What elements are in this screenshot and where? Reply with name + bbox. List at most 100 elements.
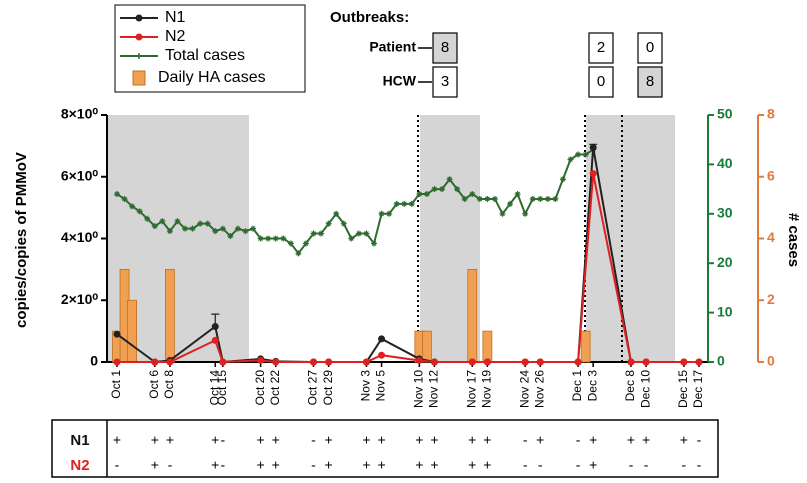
star-marker — [318, 230, 325, 237]
point — [521, 358, 529, 366]
star-marker — [295, 250, 302, 257]
legend-label: Daily HA cases — [158, 69, 266, 86]
table-sign: + — [468, 457, 476, 473]
y-tick-label: 6×10⁰ — [61, 167, 99, 183]
x-tick-label: Oct 22 — [268, 370, 282, 406]
table-sign: + — [211, 457, 219, 473]
star-marker — [136, 208, 143, 215]
x-tick-label: Dec 10 — [638, 370, 652, 408]
table-sign: + — [589, 432, 597, 448]
table-sign: + — [468, 432, 476, 448]
outbreak-box — [588, 66, 614, 98]
outbreak-box — [588, 32, 614, 64]
table-sign: + — [415, 457, 423, 473]
table-sign: - — [311, 457, 316, 473]
table-sign: + — [415, 432, 423, 448]
star-marker — [204, 220, 211, 227]
table-row-label: N1 — [70, 432, 89, 449]
x-tick-label: Nov 5 — [374, 370, 388, 402]
x-tick-label: Dec 1 — [570, 370, 584, 402]
table-sign: - — [220, 457, 225, 473]
table-sign: + — [325, 432, 333, 448]
table-sign: + — [325, 457, 333, 473]
star-marker — [340, 220, 347, 227]
x-tick-label: Dec 17 — [691, 370, 705, 408]
outbreak-value: 8 — [441, 39, 449, 56]
star-marker — [159, 218, 166, 225]
star-marker — [250, 225, 257, 232]
legend-box — [114, 4, 306, 93]
star-marker — [507, 200, 514, 207]
point — [310, 358, 318, 366]
star-marker — [114, 191, 120, 198]
star-marker — [257, 235, 264, 242]
star-marker — [476, 195, 483, 202]
star-marker — [567, 156, 574, 163]
x-tick-label: Oct 8 — [162, 370, 176, 399]
star-marker — [544, 195, 551, 202]
x-tick-label: Oct 29 — [321, 370, 335, 406]
star-marker — [242, 228, 249, 235]
point — [272, 358, 280, 366]
table-sign: + — [362, 457, 370, 473]
star-marker — [423, 191, 430, 198]
point — [536, 358, 544, 366]
star-marker — [166, 228, 173, 235]
x-tick-label: Oct 20 — [253, 370, 267, 406]
table-sign: - — [115, 457, 120, 473]
star-marker — [446, 176, 453, 183]
outbreak-value: 8 — [646, 73, 654, 90]
y2-tick-label: 0 — [717, 353, 725, 369]
point — [166, 358, 174, 366]
point — [589, 143, 597, 151]
table-sign: - — [168, 457, 173, 473]
table-sign: - — [629, 457, 634, 473]
star-marker — [325, 220, 332, 227]
outbreak-box — [637, 32, 663, 64]
bar — [467, 268, 478, 363]
star-marker — [431, 186, 438, 193]
outbreak-value: 0 — [597, 73, 605, 90]
x-tick-label: Oct 6 — [147, 370, 161, 399]
legend-label: N1 — [165, 9, 186, 26]
star-marker — [189, 225, 196, 232]
star-marker — [386, 210, 393, 217]
table-sign: + — [377, 457, 385, 473]
star-marker — [182, 225, 189, 232]
bar — [127, 299, 138, 363]
table-sign: + — [362, 432, 370, 448]
star-marker — [287, 240, 294, 247]
star-marker — [378, 210, 385, 217]
detection-table — [51, 419, 719, 478]
x-tick-label: Oct 14 — [207, 370, 221, 406]
table-sign: + — [151, 432, 159, 448]
star-marker — [537, 195, 544, 202]
table-sign: + — [166, 432, 174, 448]
table-sign: + — [113, 432, 121, 448]
star-marker — [514, 191, 521, 198]
table-sign: + — [430, 432, 438, 448]
x-tick-label: Nov 10 — [412, 370, 426, 408]
table-sign: - — [311, 432, 316, 448]
star-marker — [408, 200, 415, 207]
star-marker — [559, 176, 566, 183]
bar — [580, 330, 591, 363]
star-marker — [582, 151, 589, 158]
table-sign: - — [644, 457, 649, 473]
table-sign: - — [523, 457, 528, 473]
x-tick-label: Nov 17 — [464, 370, 478, 408]
point — [627, 358, 635, 366]
table-sign: - — [697, 457, 702, 473]
x-tick-label: Dec 3 — [585, 370, 599, 402]
point — [211, 336, 219, 344]
star-marker — [469, 191, 476, 198]
star-marker — [310, 230, 317, 237]
star-marker — [416, 191, 423, 198]
x-tick-label: Nov 26 — [532, 370, 546, 408]
table-sign: - — [697, 432, 702, 448]
table-sign: + — [257, 432, 265, 448]
star-marker — [401, 200, 408, 207]
point — [574, 358, 582, 366]
star-marker — [393, 200, 400, 207]
